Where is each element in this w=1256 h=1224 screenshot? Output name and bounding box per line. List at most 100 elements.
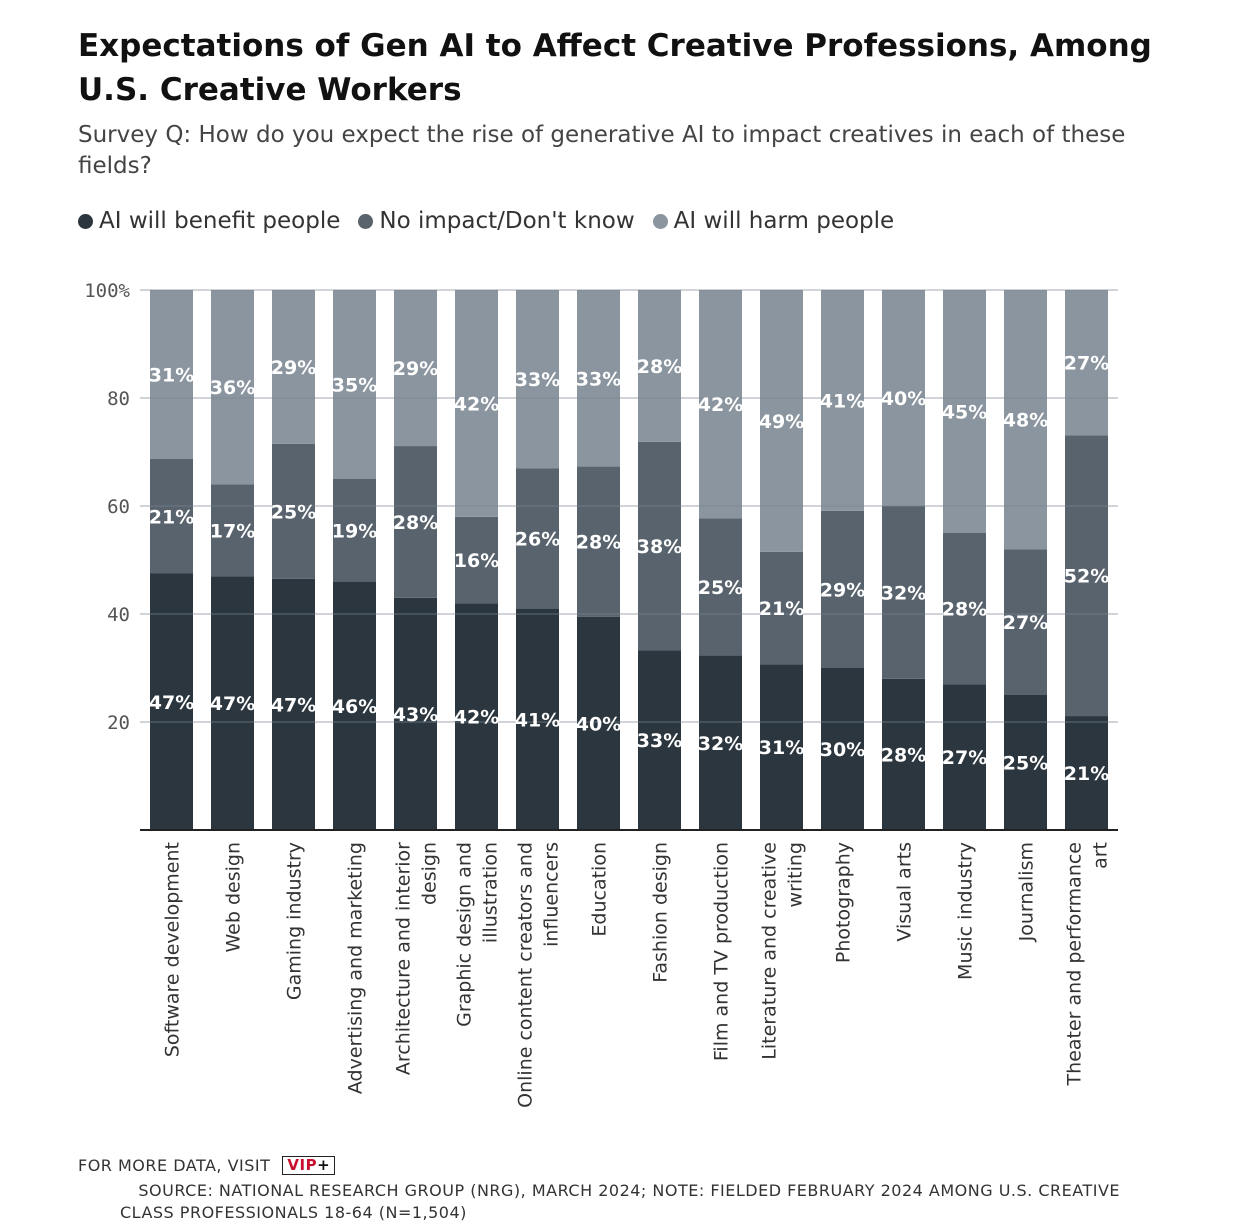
data-label: 49% <box>759 411 804 433</box>
bar-fashion-design-series-2 <box>638 290 681 442</box>
data-label: 28% <box>576 532 621 554</box>
data-label: 41% <box>515 709 560 731</box>
bar-architecture-and-interior-design-series-1 <box>394 446 437 598</box>
data-label: 16% <box>454 550 499 572</box>
x-tick-label: Photography <box>833 842 855 963</box>
data-label: 35% <box>332 375 377 397</box>
data-label: 26% <box>515 528 560 550</box>
data-label: 47% <box>271 694 316 716</box>
bar-software-development-series-2 <box>150 290 193 460</box>
data-label: 43% <box>393 704 438 726</box>
footer-source: SOURCE: NATIONAL RESEARCH GROUP (NRG), M… <box>120 1181 1120 1222</box>
svg-text:art: art <box>1090 842 1112 869</box>
y-tick-label: 20 <box>107 712 130 734</box>
vip-plus-logo[interactable]: VIP+ <box>282 1156 336 1175</box>
svg-text:Visual arts: Visual arts <box>894 842 916 942</box>
data-label: 41% <box>820 390 865 412</box>
svg-text:Education: Education <box>589 842 611 937</box>
data-label: 48% <box>1003 410 1048 432</box>
bar-education-series-1 <box>577 466 620 617</box>
data-label: 38% <box>637 536 682 558</box>
x-tick-label: Graphic design and illustration <box>454 842 502 1027</box>
data-label: 27% <box>942 747 987 769</box>
bar-photography-series-2 <box>821 290 864 511</box>
svg-text:influencers: influencers <box>541 842 563 947</box>
svg-text:Graphic design and: Graphic design and <box>454 842 476 1027</box>
data-label: 21% <box>1064 763 1109 785</box>
legend-dot-no-impact <box>358 213 374 229</box>
y-tick-label: 80 <box>107 388 130 410</box>
data-label: 40% <box>881 388 926 410</box>
data-label: 42% <box>454 393 499 415</box>
svg-text:Photography: Photography <box>833 842 855 963</box>
data-label: 31% <box>149 365 194 387</box>
legend-item-benefit: AI will benefit people <box>78 208 340 234</box>
footer-visit: FOR MORE DATA, VISIT VIP+ <box>78 1156 336 1175</box>
bar-photography-series-0 <box>821 668 864 830</box>
bar-film-and-tv-production-series-2 <box>699 290 742 519</box>
x-tick-label: Architecture and interior design <box>393 842 441 1075</box>
data-label: 31% <box>759 737 804 759</box>
svg-text:Architecture and interior: Architecture and interior <box>393 842 415 1075</box>
y-tick-label: 40 <box>107 604 130 626</box>
x-tick-label: Film and TV production <box>711 842 733 1061</box>
bar-graphic-design-and-illustration-series-0 <box>455 603 498 830</box>
x-tick-label: Music industry <box>955 842 977 980</box>
bar-advertising-and-marketing-series-1 <box>333 479 376 582</box>
x-tick-label: Journalism <box>1016 842 1038 942</box>
x-tick-label: Advertising and marketing <box>345 842 367 1094</box>
bar-film-and-tv-production-series-1 <box>699 518 742 656</box>
bar-architecture-and-interior-design-series-0 <box>394 597 437 830</box>
data-label: 40% <box>576 713 621 735</box>
x-tick-label: Software development <box>162 842 184 1057</box>
x-tick-label: Visual arts <box>894 842 916 942</box>
svg-text:Advertising and marketing: Advertising and marketing <box>345 842 367 1094</box>
bar-graphic-design-and-illustration-series-1 <box>455 516 498 604</box>
stacked-bar-chart: 20 40 60 80 100% 47% 21% 31% 47% 17% 36% 47% 25% 29% 4… <box>84 280 1118 1108</box>
bar-web-design-series-0 <box>211 576 254 830</box>
bar-advertising-and-marketing-series-0 <box>333 581 376 830</box>
svg-text:Online content creators and: Online content creators and <box>515 842 537 1108</box>
svg-text:Gaming industry: Gaming industry <box>284 842 306 1000</box>
bar-fashion-design-series-0 <box>638 650 681 830</box>
svg-text:design: design <box>419 842 441 905</box>
legend-label-no-impact: No impact/Don't know <box>379 208 635 234</box>
bar-web-design-series-2 <box>211 290 254 485</box>
bar-film-and-tv-production-series-0 <box>699 655 742 830</box>
svg-text:writing: writing <box>785 842 807 907</box>
data-label: 42% <box>454 707 499 729</box>
data-label: 17% <box>210 520 255 542</box>
bar-theater-and-performance-art-series-2 <box>1065 290 1108 436</box>
data-label: 45% <box>942 402 987 424</box>
svg-text:Film and TV production: Film and TV production <box>711 842 733 1061</box>
y-tick-label: 100% <box>84 280 130 302</box>
y-tick-label: 60 <box>107 496 130 518</box>
data-label: 28% <box>637 356 682 378</box>
svg-text:Software development: Software development <box>162 842 184 1057</box>
x-tick-label: Fashion design <box>650 842 672 983</box>
bar-journalism-series-1 <box>1004 549 1047 695</box>
bar-advertising-and-marketing-series-2 <box>333 290 376 479</box>
bar-graphic-design-and-illustration-series-2 <box>455 290 498 517</box>
bar-literature-and-creative-writing-series-1 <box>760 551 803 665</box>
svg-text:Music industry: Music industry <box>955 842 977 980</box>
data-label: 47% <box>149 692 194 714</box>
bar-literature-and-creative-writing-series-0 <box>760 664 803 830</box>
data-label: 29% <box>271 357 316 379</box>
footer-visit-text: FOR MORE DATA, VISIT <box>78 1156 271 1175</box>
x-tick-label: Gaming industry <box>284 842 306 1000</box>
bar-gaming-industry-series-1 <box>272 443 315 579</box>
svg-text:Fashion design: Fashion design <box>650 842 672 983</box>
legend-item-no-impact: No impact/Don't know <box>358 208 635 234</box>
data-label: 27% <box>1064 353 1109 375</box>
bar-gaming-industry-series-0 <box>272 578 315 830</box>
bar-literature-and-creative-writing-series-2 <box>760 290 803 552</box>
bar-music-industry-series-2 <box>943 290 986 533</box>
legend: AI will benefit people No impact/Don't k… <box>78 204 894 238</box>
bar-software-development-series-0 <box>150 573 193 830</box>
legend-label-benefit: AI will benefit people <box>99 208 341 234</box>
data-label: 25% <box>271 501 316 523</box>
data-label: 29% <box>820 579 865 601</box>
data-label: 25% <box>1003 753 1048 775</box>
bar-visual-arts-series-0 <box>882 678 925 830</box>
